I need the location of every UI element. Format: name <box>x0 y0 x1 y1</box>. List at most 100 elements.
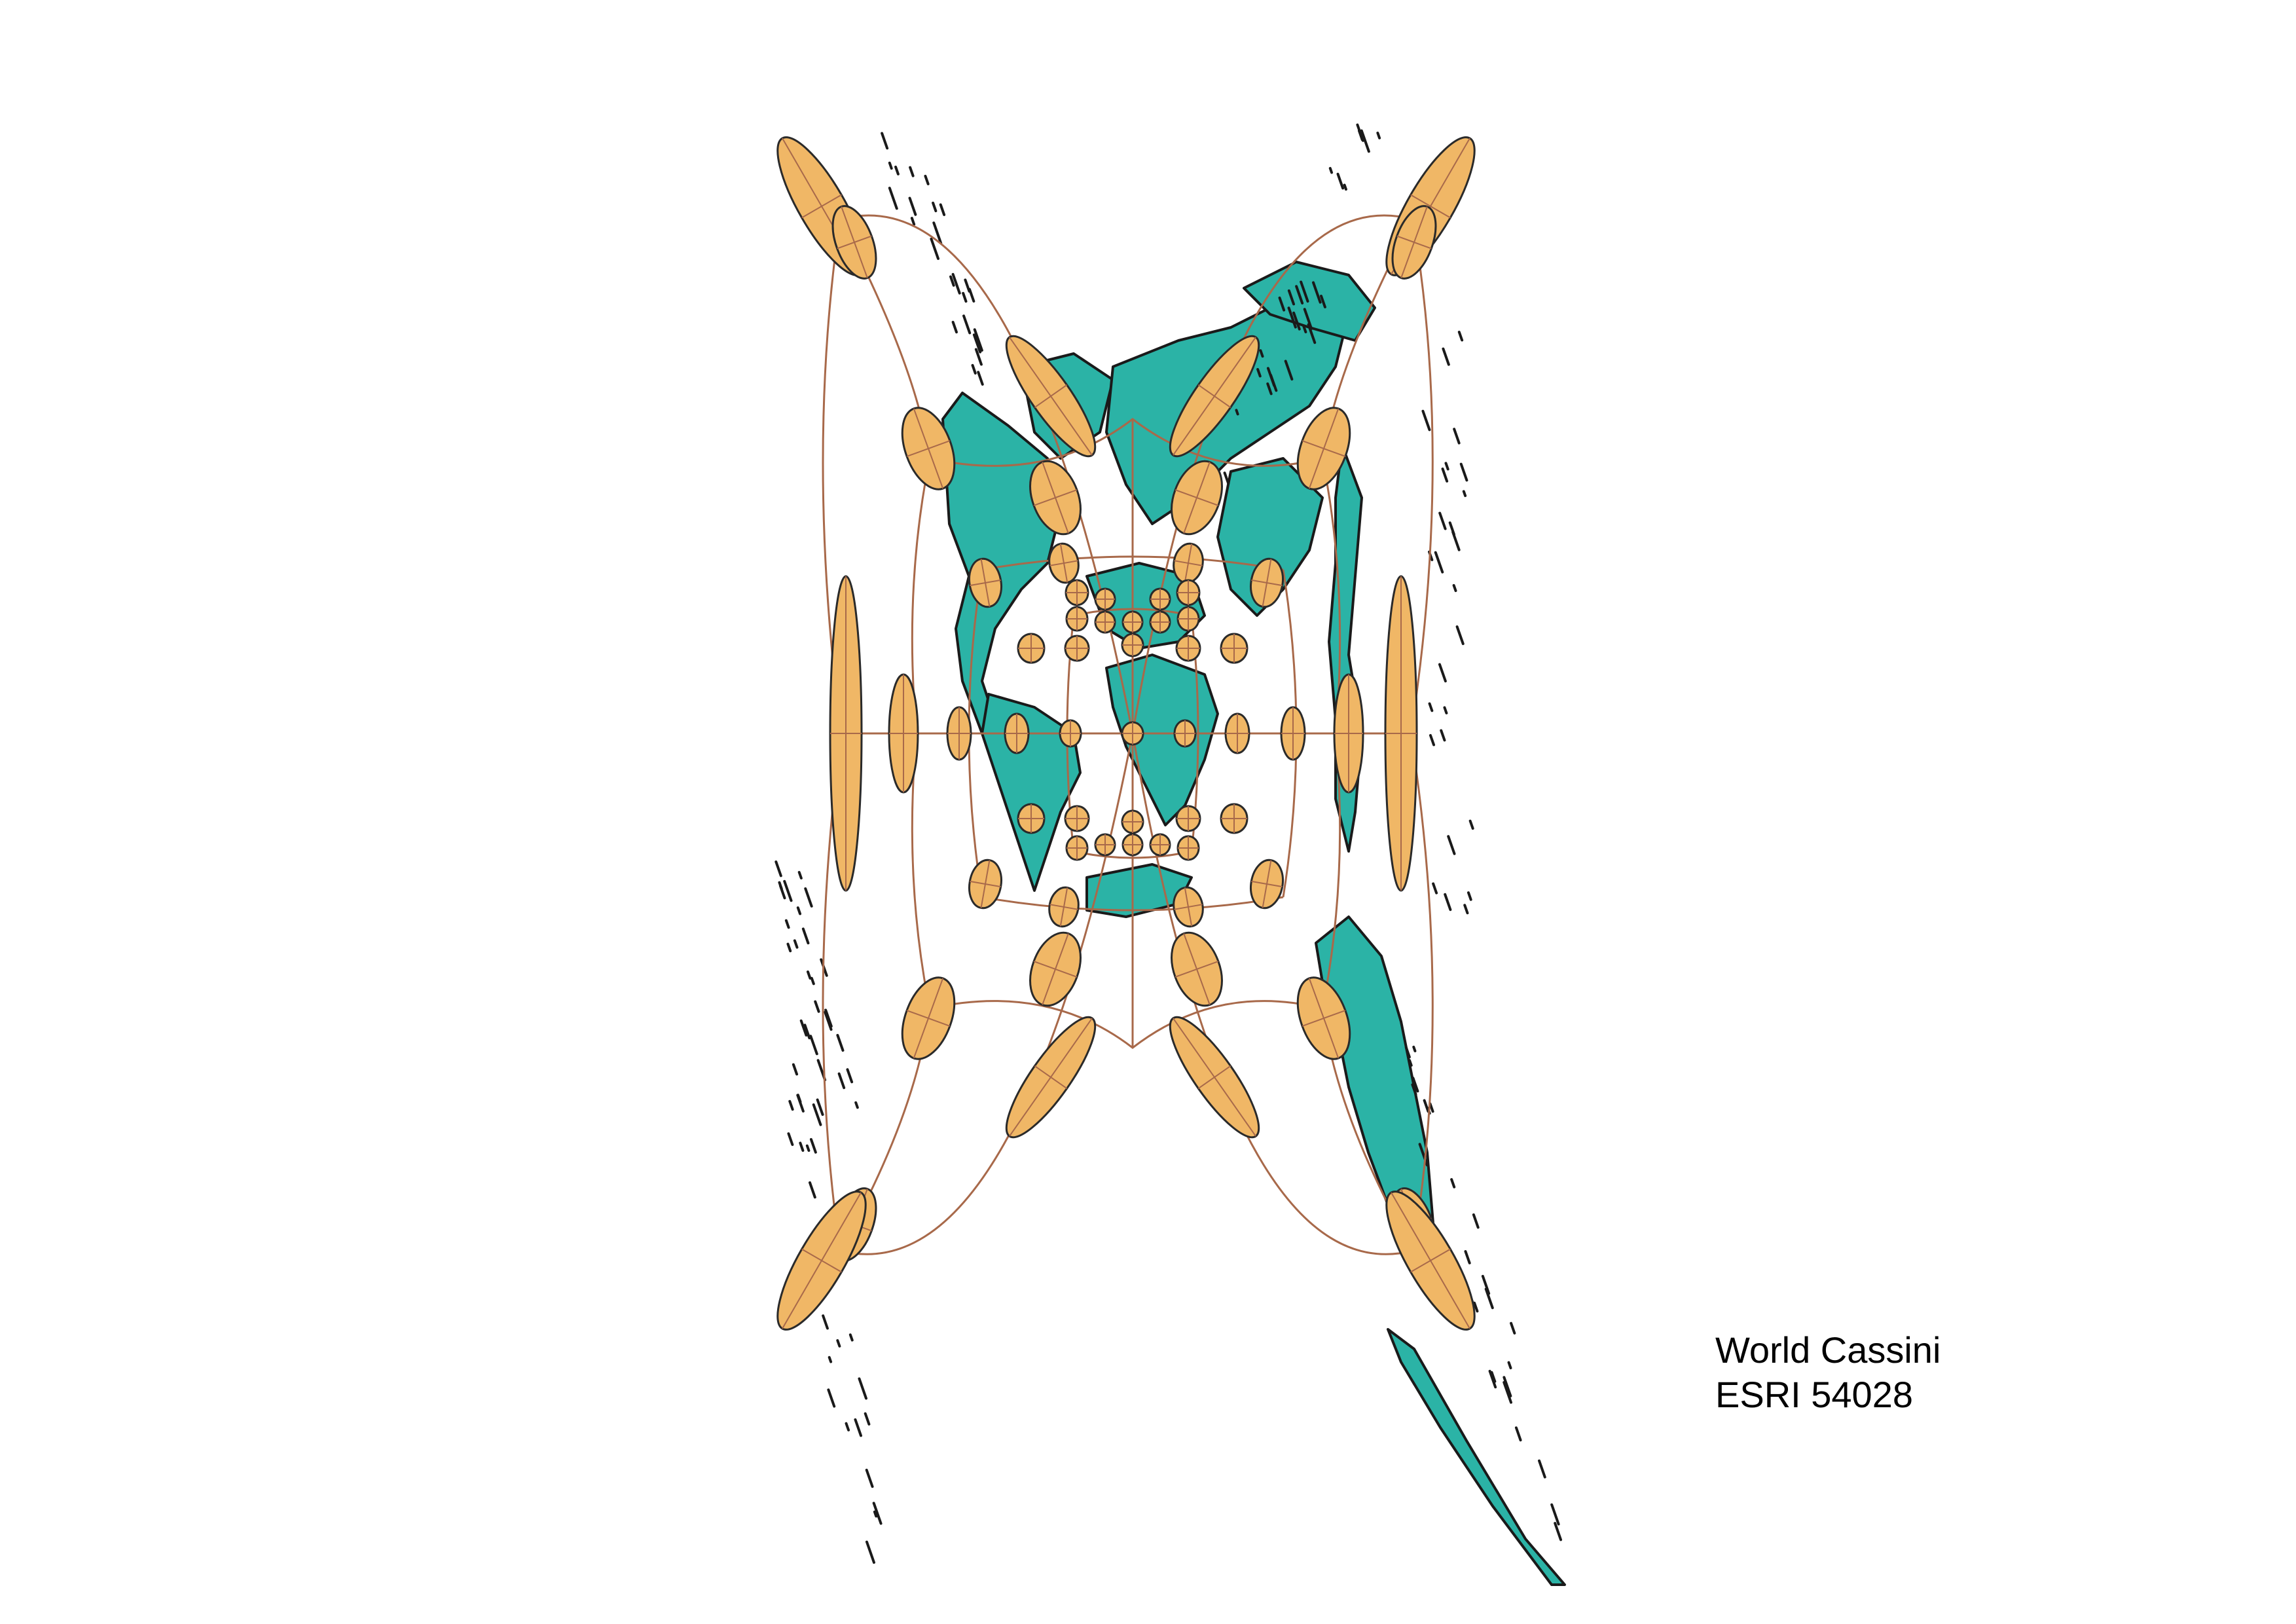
tissot-ellipse <box>1175 805 1201 832</box>
island-fragment <box>1404 1046 1411 1059</box>
ellipse-axis <box>1391 1192 1470 1329</box>
tissot-ellipse <box>1176 579 1201 606</box>
ellipse-axis <box>913 408 944 489</box>
tissot-ellipse <box>829 575 863 892</box>
island-fragment <box>1444 893 1452 912</box>
island-fragment <box>1503 1376 1512 1397</box>
tissot-ellipse <box>1385 1190 1476 1331</box>
island-fragment <box>808 1181 816 1199</box>
ellipse-axis <box>1262 860 1272 908</box>
island-fragment <box>804 887 813 908</box>
tissot-ellipse <box>1176 606 1200 632</box>
tissot-ellipse <box>1004 712 1030 754</box>
graticule-line <box>981 555 1284 571</box>
island-fragment <box>939 203 946 216</box>
tissot-ellipse <box>1173 719 1197 748</box>
tissot-ellipse <box>1065 579 1089 606</box>
island-fragment <box>822 1314 829 1330</box>
island-fragment <box>783 879 793 902</box>
island-fragment <box>962 291 968 303</box>
tissot-ellipse <box>1175 635 1201 662</box>
island-fragment <box>1459 462 1468 482</box>
island-fragment <box>977 371 984 386</box>
graticule-line <box>929 1000 1323 1049</box>
ellipse-axis <box>1308 978 1339 1059</box>
island-fragment <box>1343 183 1347 191</box>
island-fragment <box>1434 551 1444 574</box>
tissot-ellipse <box>1149 610 1171 634</box>
island-fragment <box>1455 625 1465 646</box>
tissot-ellipse <box>1250 557 1284 608</box>
island-fragment <box>1412 1077 1419 1093</box>
island-fragment <box>1450 1178 1456 1189</box>
ellipse-axis <box>1183 462 1211 534</box>
island-fragment <box>1463 904 1469 915</box>
tissot-ellipse <box>1384 575 1418 892</box>
ellipse-axis <box>1262 559 1272 607</box>
tissot-ellipse <box>1121 633 1144 657</box>
island-fragment <box>1438 663 1447 683</box>
island-fragment <box>1303 308 1313 331</box>
island-fragment <box>951 320 958 334</box>
tissot-ellipse <box>1029 931 1082 1007</box>
tissot-ellipse <box>1017 633 1046 664</box>
island-fragment <box>816 1098 824 1116</box>
island-fragment <box>803 1024 811 1040</box>
island-fragment <box>1510 1321 1516 1335</box>
island-fragment <box>949 275 955 287</box>
island-fragment <box>1259 349 1264 358</box>
ellipse-axis <box>1173 1018 1256 1137</box>
tissot-ellipse <box>1220 633 1248 664</box>
island-fragment <box>1472 1213 1480 1229</box>
tissot-ellipse <box>1173 886 1204 928</box>
island-fragment <box>801 927 810 945</box>
ellipse-axis <box>1042 933 1069 1005</box>
tissot-ellipse <box>1250 858 1284 910</box>
island-fragment <box>1428 702 1434 712</box>
ellipse-axis <box>980 860 991 908</box>
island-fragment <box>1444 462 1449 471</box>
tissot-ellipse <box>1094 833 1116 857</box>
graticule-line <box>981 896 1284 912</box>
island-fragment <box>971 363 977 375</box>
island-fragment <box>810 976 815 986</box>
island-fragment <box>1266 367 1276 387</box>
island-fragment <box>787 1132 794 1146</box>
island-fragment <box>793 939 799 949</box>
tissot-ellipse <box>1065 835 1089 861</box>
tissot-ellipse <box>1121 721 1144 746</box>
island-fragment <box>1440 729 1446 742</box>
tissot-ellipse <box>1169 1016 1260 1139</box>
island-fragment <box>1421 409 1431 432</box>
island-fragment <box>909 166 915 177</box>
island-fragment <box>1408 1059 1413 1067</box>
tissot-ellipse <box>1121 610 1144 634</box>
tissot-ellipse <box>1065 606 1089 632</box>
island-fragment <box>1481 1274 1491 1295</box>
island-fragment <box>836 1339 841 1348</box>
island-fragment <box>930 237 939 260</box>
ellipse-axis <box>913 978 944 1059</box>
tissot-ellipse <box>1094 587 1116 611</box>
island-fragment <box>806 970 812 980</box>
island-fragment <box>805 1144 811 1153</box>
island-fragment <box>865 1468 874 1488</box>
projection-caption: World Cassini ESRI 54028 <box>1715 1328 1941 1417</box>
tissot-ellipse <box>1220 803 1248 834</box>
tissot-ellipse <box>1094 610 1116 634</box>
island-fragment <box>792 1063 799 1076</box>
tissot-ellipse <box>901 407 956 490</box>
island-fragment <box>1360 129 1370 153</box>
tissot-ellipse <box>1333 673 1364 794</box>
tissot-ellipse <box>1385 136 1476 276</box>
island-fragment <box>854 1418 862 1437</box>
island-fragment <box>1451 530 1461 551</box>
island-fragment <box>973 328 983 352</box>
landmasses <box>941 261 1566 1586</box>
island-fragment <box>972 333 982 354</box>
island-fragment <box>1418 1143 1429 1167</box>
island-fragment <box>812 1103 822 1126</box>
island-fragment <box>1490 1371 1497 1383</box>
ellipse-axis <box>1184 544 1193 583</box>
